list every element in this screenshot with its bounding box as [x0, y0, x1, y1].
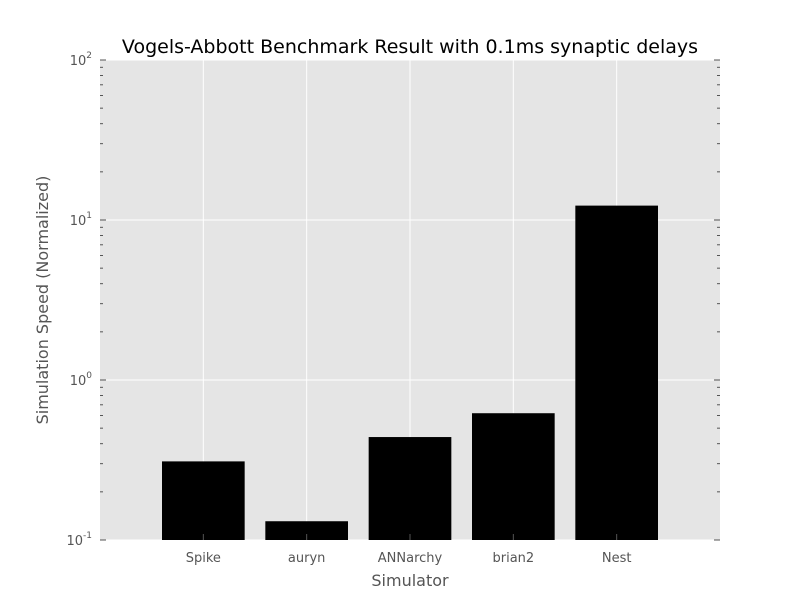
y-tick-exponent: -1: [83, 531, 92, 541]
y-tick-label: 101: [70, 211, 92, 229]
y-tick-label: 100: [70, 371, 93, 389]
x-tick-label: brian2: [492, 551, 534, 566]
x-tick-label: ANNarchy: [378, 551, 443, 566]
y-tick-exponent: 1: [86, 211, 92, 221]
x-tick-label: auryn: [288, 551, 325, 566]
bar-auryn: [265, 521, 348, 540]
chart-title: Vogels-Abbott Benchmark Result with 0.1m…: [122, 36, 698, 58]
bar-annarchy: [368, 437, 452, 540]
bar-spike: [162, 461, 245, 540]
y-tick-exponent: 2: [86, 51, 92, 61]
y-tick-base: 10: [70, 54, 87, 69]
bar-nest: [575, 205, 658, 541]
y-tick-base: 10: [70, 214, 87, 229]
x-axis-label: Simulator: [371, 571, 449, 590]
y-tick-label: 10-1: [66, 531, 92, 549]
y-tick-exponent: 0: [86, 371, 92, 381]
y-tick-label: 102: [70, 51, 92, 69]
x-tick-label: Spike: [186, 551, 221, 566]
y-tick-base: 10: [70, 374, 87, 389]
y-tick-base: 10: [66, 534, 83, 549]
bar-brian2: [472, 413, 555, 540]
x-tick-label: Nest: [602, 551, 632, 566]
y-axis-label: Simulation Speed (Normalized): [33, 176, 52, 425]
bars: [162, 205, 658, 541]
